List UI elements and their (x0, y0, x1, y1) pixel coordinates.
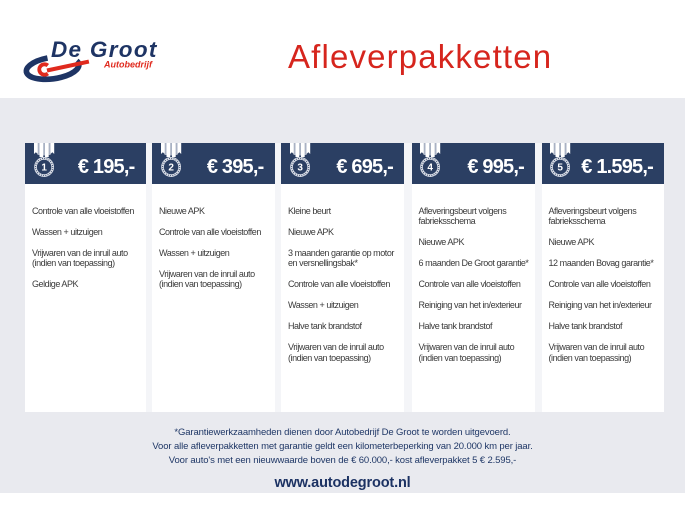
svg-text:5: 5 (557, 162, 563, 173)
svg-text:3: 3 (297, 162, 303, 173)
svg-text:4: 4 (427, 162, 433, 173)
svg-text:De Groot: De Groot (51, 37, 158, 62)
svg-text:Autobedrijf: Autobedrijf (103, 60, 153, 70)
svg-text:2: 2 (168, 162, 174, 173)
svg-text:1: 1 (41, 162, 47, 173)
